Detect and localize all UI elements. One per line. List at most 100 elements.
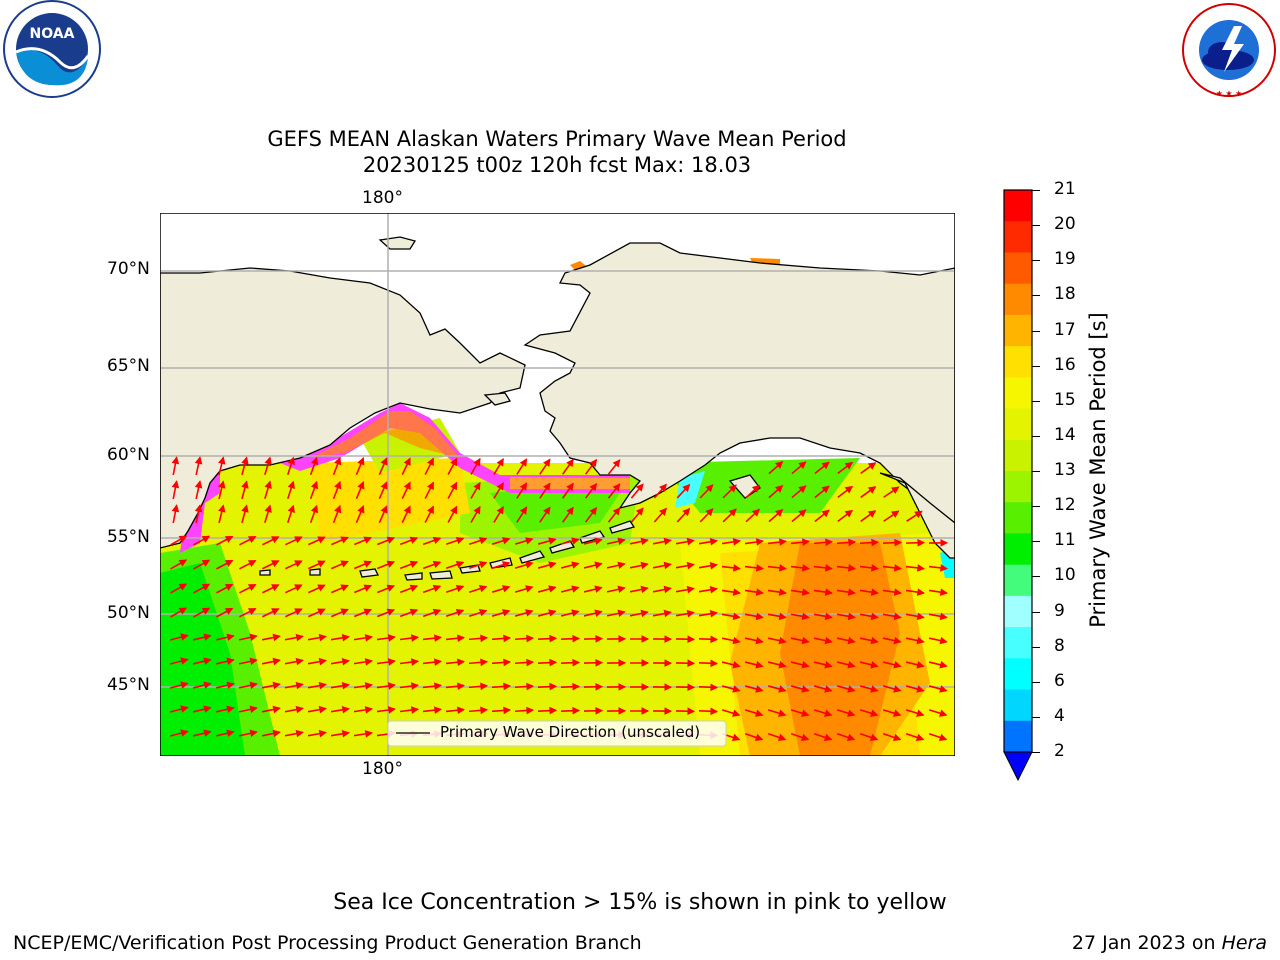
wave-arrow-head xyxy=(341,706,350,714)
wave-arrow-head xyxy=(589,506,598,516)
wave-arrow-head xyxy=(387,634,396,642)
wave-arrow-head xyxy=(434,658,443,666)
wave-arrow-head xyxy=(754,733,764,742)
colorbar-tick-label: 16 xyxy=(1054,354,1076,375)
wave-arrow-head xyxy=(612,483,621,492)
wave-arrow-head xyxy=(201,583,211,591)
wave-arrow-head xyxy=(732,661,741,669)
wave-arrow-head xyxy=(496,482,504,491)
wave-arrow-head xyxy=(594,561,603,569)
wave-arrow-head xyxy=(916,685,925,693)
wave-arrow-head xyxy=(249,633,258,642)
colorbar-extend-triangle xyxy=(1003,751,1033,782)
wave-arrow-head xyxy=(821,509,830,518)
wave-arrow-head xyxy=(341,682,350,690)
wave-arrow-head xyxy=(224,559,234,567)
wave-arrow-head xyxy=(686,585,695,594)
wave-arrow-head xyxy=(825,564,834,572)
wave-arrow-head xyxy=(226,705,235,714)
wave-arrow-head xyxy=(732,636,741,645)
wave-arrow-head xyxy=(525,609,534,617)
wave-arrow-head xyxy=(867,510,877,518)
wave-arrow-head xyxy=(848,564,857,572)
lat-label-55: 55°N xyxy=(107,527,150,547)
wave-arrow-head xyxy=(824,588,833,596)
colorbar-tick-label: 18 xyxy=(1054,284,1076,305)
lon-label-top: 180° xyxy=(362,188,403,208)
wave-arrow-head xyxy=(364,634,373,642)
wave-arrow-head xyxy=(426,505,434,515)
wave-arrow-head xyxy=(457,634,466,643)
colorbar-tick-mark xyxy=(1032,681,1040,683)
wave-arrow-head xyxy=(732,709,741,717)
wave-arrow-head xyxy=(594,585,603,593)
wave-arrow-head xyxy=(635,507,644,516)
wave-arrow-head xyxy=(203,633,212,641)
wave-arrow-head xyxy=(595,658,604,667)
wave-arrow-head xyxy=(502,561,511,569)
wave-arrow-head xyxy=(710,659,719,668)
wave-arrow-head xyxy=(432,560,442,569)
wave-arrow-head xyxy=(387,682,396,690)
wave-arrow-head xyxy=(824,661,833,669)
wave-arrow-head xyxy=(386,536,396,544)
wave-arrow-head xyxy=(426,481,434,491)
wave-arrow-head xyxy=(526,634,535,643)
wave-arrow-head xyxy=(916,588,925,596)
colorbar-segment xyxy=(1004,346,1032,378)
wave-arrow-head xyxy=(364,658,373,666)
wave-arrow-head xyxy=(403,457,411,466)
wave-arrow-head xyxy=(387,706,396,714)
colorbar-segment xyxy=(1004,502,1032,534)
wave-arrow-head xyxy=(180,705,189,713)
colorbar-segment xyxy=(1004,720,1032,753)
wave-arrow-head xyxy=(732,588,741,596)
wave-arrow-head xyxy=(617,585,626,594)
wave-arrow-head xyxy=(939,709,948,717)
wave-arrow-head xyxy=(294,608,303,616)
wave-arrow-head xyxy=(710,707,719,716)
wave-arrow-head xyxy=(178,583,188,591)
wave-arrow-head xyxy=(664,707,673,715)
wave-arrow-head xyxy=(318,681,327,690)
wave-arrow-head xyxy=(247,560,257,568)
colorbar-tick-mark xyxy=(1032,716,1040,718)
colorbar-tick-label: 21 xyxy=(1054,179,1076,199)
wave-arrow-head xyxy=(380,481,388,490)
wave-arrow-head xyxy=(318,633,327,642)
wave-arrow-head xyxy=(249,657,258,666)
wave-arrow-head xyxy=(844,485,854,494)
wave-arrow-head xyxy=(916,636,925,645)
footer-date: 27 Jan 2023 on xyxy=(1071,932,1216,954)
wave-arrow-head xyxy=(434,706,443,714)
wave-arrow-head xyxy=(618,635,627,643)
lat-label-65: 65°N xyxy=(107,356,150,376)
wave-arrow-head xyxy=(549,658,558,667)
wave-arrow-head xyxy=(549,706,558,715)
colorbar-tick-label: 8 xyxy=(1054,635,1065,656)
wave-arrow-head xyxy=(271,584,280,592)
colorbar-tick-mark xyxy=(1032,471,1040,472)
wave-arrow-head xyxy=(473,505,481,515)
colorbar-segment xyxy=(1004,439,1032,472)
colorbar-tick-label: 4 xyxy=(1054,705,1065,726)
wave-arrow-head xyxy=(310,504,319,514)
wave-arrow-head xyxy=(178,535,188,543)
wave-arrow-head xyxy=(310,456,319,466)
colorbar-tick-mark xyxy=(1032,752,1040,753)
colorbar-tick-mark xyxy=(1032,365,1040,367)
wave-arrow-head xyxy=(572,706,581,715)
wave-arrow-head xyxy=(566,506,574,516)
wave-arrow-head xyxy=(525,561,534,569)
colorbar-tick-label: 17 xyxy=(1054,319,1076,340)
wave-arrow-head xyxy=(755,709,764,717)
wave-arrow-head xyxy=(710,635,719,644)
wave-arrow-head xyxy=(264,504,272,513)
colorbar-tick-label: 19 xyxy=(1054,249,1076,270)
wave-arrow-head xyxy=(846,733,856,742)
wave-direction-arrows xyxy=(169,456,949,742)
wave-arrow-head xyxy=(893,661,902,669)
wave-arrow-head xyxy=(317,560,326,568)
wave-arrow-head xyxy=(457,682,466,691)
wave-arrow-head xyxy=(426,457,434,467)
